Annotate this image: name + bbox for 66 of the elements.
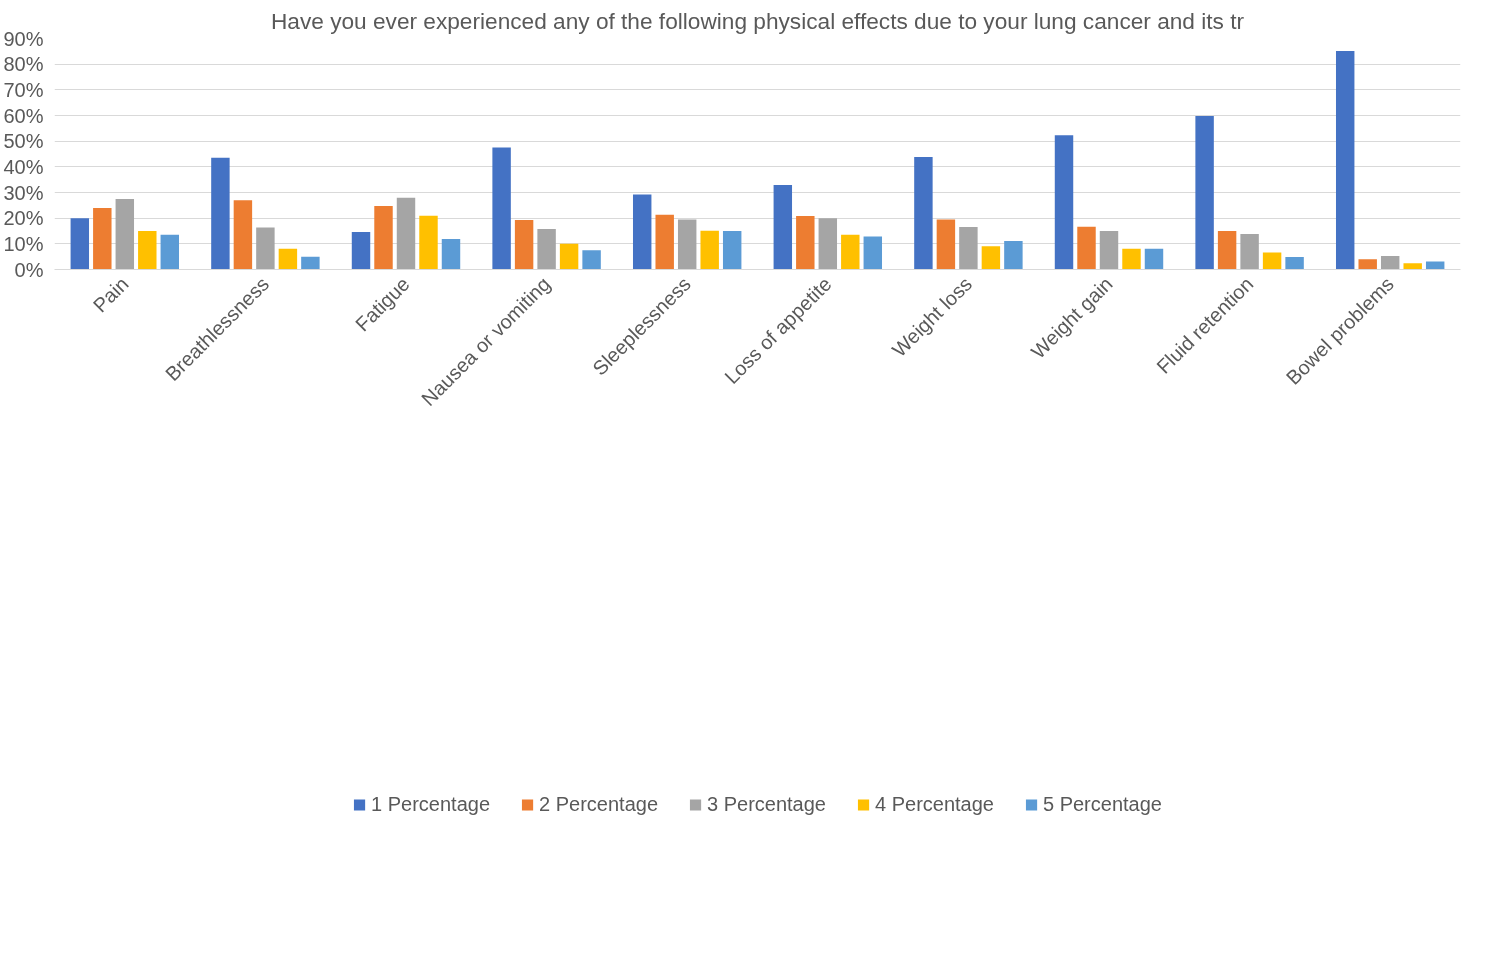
bar xyxy=(1285,256,1304,270)
bar xyxy=(233,200,253,270)
x-tick-label: Pain xyxy=(88,272,133,317)
y-tick-label: 0% xyxy=(14,258,44,281)
bar xyxy=(1054,135,1074,270)
bar xyxy=(700,230,719,270)
bar xyxy=(1195,116,1214,270)
legend-label: 3 Percentage xyxy=(707,792,826,816)
bar xyxy=(796,216,815,270)
bar xyxy=(863,236,883,270)
bar xyxy=(1335,51,1355,270)
legend-label: 1 Percentage xyxy=(371,792,491,816)
bar xyxy=(301,256,320,270)
bar xyxy=(1144,248,1164,270)
bar xyxy=(632,194,652,270)
bar xyxy=(914,157,933,270)
bar xyxy=(492,147,511,270)
bar xyxy=(841,234,860,270)
bar xyxy=(278,248,298,270)
y-tick-label: 10% xyxy=(3,232,44,255)
bar xyxy=(537,228,556,270)
bar xyxy=(582,250,601,270)
y-tick-label: 40% xyxy=(3,155,44,178)
bar xyxy=(773,185,793,270)
legend-label: 2 Percentage xyxy=(539,792,659,816)
bar xyxy=(677,219,697,270)
bar xyxy=(115,198,135,270)
bar xyxy=(70,218,90,270)
bar xyxy=(1240,234,1259,270)
bar xyxy=(138,231,157,270)
bar xyxy=(374,206,393,270)
bar xyxy=(981,246,1001,270)
bar xyxy=(655,214,674,270)
bar xyxy=(1217,231,1237,270)
bar xyxy=(1004,241,1023,270)
bar xyxy=(419,215,438,270)
bar xyxy=(211,157,230,270)
legend-label: 5 Percentage xyxy=(1042,792,1162,816)
bar xyxy=(1358,259,1377,270)
bar xyxy=(514,219,534,270)
y-tick-label: 70% xyxy=(3,78,44,101)
bar xyxy=(722,231,742,270)
y-tick-label: 90% xyxy=(3,27,44,50)
bar xyxy=(959,226,978,270)
bar xyxy=(1077,226,1096,270)
bar xyxy=(396,197,416,270)
bar xyxy=(256,227,275,270)
bar xyxy=(818,218,838,270)
y-tick-label: 30% xyxy=(3,181,44,204)
bar xyxy=(1122,248,1141,270)
bar xyxy=(1403,263,1422,270)
bar xyxy=(441,238,461,270)
bar xyxy=(93,207,112,270)
bar xyxy=(1380,255,1400,270)
bar xyxy=(559,243,579,270)
chart-title: Have you ever experienced any of the following physical effects due to your lung cancer and its tr xyxy=(270,7,1245,34)
bar xyxy=(160,234,180,270)
bar xyxy=(1262,252,1282,270)
y-tick-label: 50% xyxy=(3,130,44,153)
y-tick-label: 20% xyxy=(3,207,44,230)
bar xyxy=(936,219,956,270)
y-tick-label: 80% xyxy=(3,53,44,76)
bar xyxy=(1099,231,1119,270)
bar xyxy=(351,232,371,270)
legend-label: 4 Percentage xyxy=(874,792,994,816)
y-tick-label: 60% xyxy=(3,104,44,127)
